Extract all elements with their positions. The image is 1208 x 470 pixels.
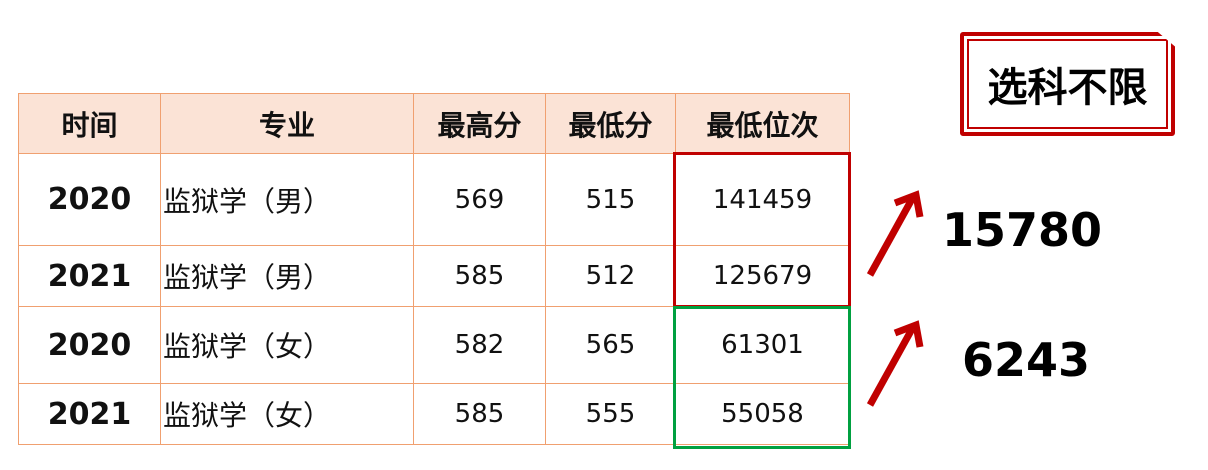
subject-badge: 选科不限	[960, 32, 1175, 136]
cell-min-rank: 141459	[675, 153, 850, 246]
header-min-score: 最低分	[545, 93, 676, 154]
female-rank-highlight	[673, 306, 851, 449]
cell-max-score: 585	[413, 245, 546, 307]
cell-max-score: 582	[413, 306, 546, 384]
cell-major: 监狱学（女）	[160, 306, 414, 384]
table-row: 2020 监狱学（女） 582 565 61301	[18, 306, 850, 384]
cell-min-score: 555	[545, 383, 676, 445]
admission-table: 时间 专业 最高分 最低分 最低位次 2020 监狱学（男） 569 515 14145…	[18, 93, 850, 445]
cell-max-score: 569	[413, 153, 546, 246]
badge-label: 选科不限	[967, 39, 1168, 129]
cell-year: 2020	[18, 306, 161, 384]
cell-min-score: 512	[545, 245, 676, 307]
cell-year: 2021	[18, 383, 161, 445]
cell-min-score: 515	[545, 153, 676, 246]
cell-year: 2020	[18, 153, 161, 246]
table-row: 2021 监狱学（男） 585 512 125679	[18, 245, 850, 307]
cell-year: 2021	[18, 245, 161, 307]
header-max-score: 最高分	[413, 93, 546, 154]
male-rank-change: 15780	[942, 203, 1103, 257]
cell-min-rank: 55058	[675, 383, 850, 445]
female-rank-change: 6243	[962, 333, 1091, 387]
header-time: 时间	[18, 93, 161, 154]
cell-min-score: 565	[545, 306, 676, 384]
arrow-up-right-icon	[866, 190, 924, 277]
arrow-up-right-icon	[866, 320, 924, 407]
table-row: 2021 监狱学（女） 585 555 55058	[18, 383, 850, 445]
cell-min-rank: 125679	[675, 245, 850, 307]
header-major: 专业	[160, 93, 414, 154]
cell-max-score: 585	[413, 383, 546, 445]
cell-major: 监狱学（男）	[160, 245, 414, 307]
header-min-rank: 最低位次	[675, 93, 850, 154]
cell-major: 监狱学（男）	[160, 153, 414, 246]
male-rank-highlight	[673, 152, 851, 308]
cell-major: 监狱学（女）	[160, 383, 414, 445]
